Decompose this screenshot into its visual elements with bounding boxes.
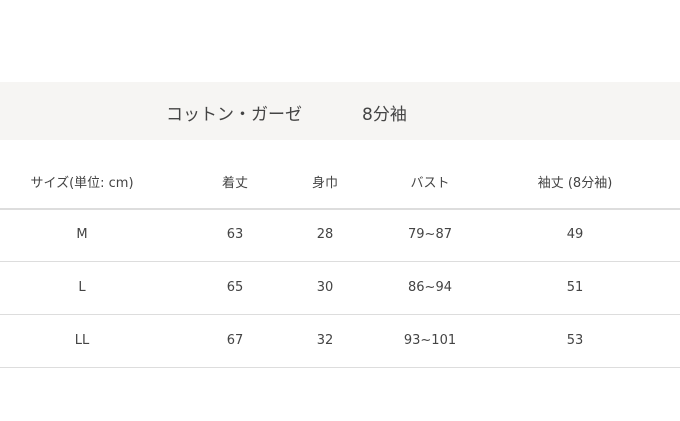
header-bust: バスト <box>410 176 450 191</box>
cell-width: 28 <box>316 227 334 242</box>
table-row: M 63 28 79~87 49 <box>0 208 680 262</box>
header-width: 身巾 <box>311 176 339 191</box>
cell-sleeve: 51 <box>566 280 584 295</box>
cell-width: 32 <box>316 333 334 348</box>
title-banner: コットン・ガーゼ 8分袖 <box>0 82 680 140</box>
cell-bust: 93~101 <box>403 333 457 348</box>
cell-length: 67 <box>226 333 244 348</box>
header-size: サイズ(単位: cm) <box>30 176 134 191</box>
cell-sleeve: 53 <box>566 333 584 348</box>
header-sleeve: 袖丈 (8分袖) <box>537 176 613 191</box>
cell-sleeve: 49 <box>566 227 584 242</box>
cell-size: LL <box>74 333 90 348</box>
cell-width: 30 <box>316 280 334 295</box>
cell-length: 63 <box>226 227 244 242</box>
cell-size: M <box>76 227 88 242</box>
table-row: LL 67 32 93~101 53 <box>0 314 680 368</box>
cell-size: L <box>78 280 86 295</box>
material-title: コットン・ガーゼ <box>166 105 302 125</box>
cell-bust: 86~94 <box>408 280 452 295</box>
cell-bust: 79~87 <box>408 227 452 242</box>
header-length: 着丈 <box>221 176 249 191</box>
table-row: L 65 30 86~94 51 <box>0 261 680 315</box>
table-header-row: サイズ(単位: cm) 着丈 身巾 バスト 袖丈 (8分袖) <box>0 155 680 210</box>
cell-length: 65 <box>226 280 244 295</box>
sleeve-title: 8分袖 <box>362 105 407 125</box>
